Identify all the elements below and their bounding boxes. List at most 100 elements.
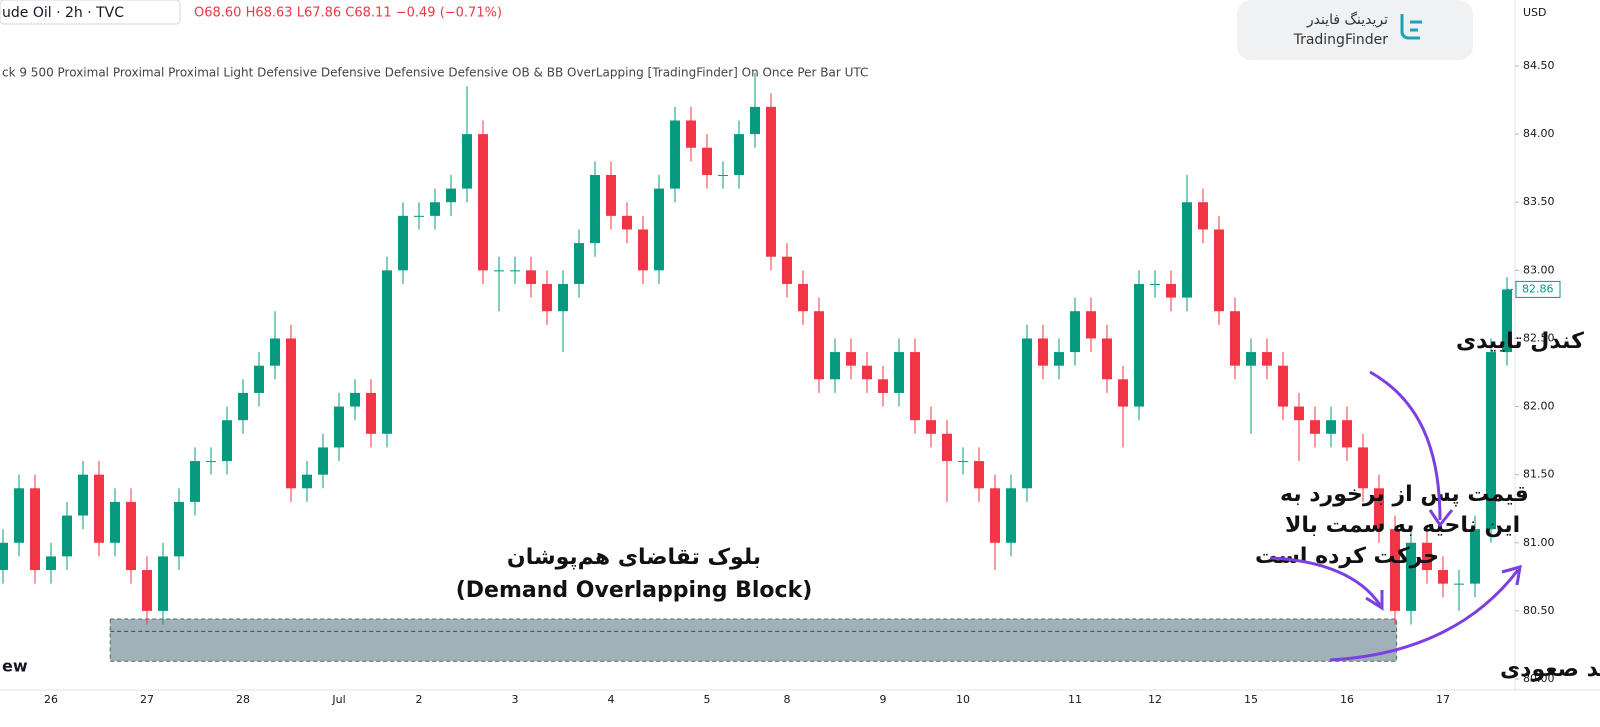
candle-body	[526, 270, 536, 284]
candle-body	[782, 256, 792, 284]
candle-body	[910, 352, 920, 421]
candle-body	[430, 202, 440, 216]
x-tick-label: 17	[1436, 693, 1450, 706]
candle-body	[366, 392, 376, 434]
demand-zone	[109, 618, 1398, 662]
logo-icon	[1400, 14, 1422, 40]
candle-body	[158, 556, 168, 611]
candle-body	[1166, 283, 1176, 298]
candle-body	[478, 134, 488, 271]
candle-body	[318, 447, 328, 475]
arrow-head	[1501, 564, 1522, 586]
candle-body	[414, 215, 424, 217]
symbol-box[interactable]	[0, 0, 181, 25]
x-tick-label: 27	[140, 693, 154, 706]
last-price-box	[1515, 280, 1561, 298]
candle-body	[926, 420, 936, 434]
candle-body	[382, 270, 392, 434]
x-tick-label: 2	[416, 693, 423, 706]
candle-body	[1486, 352, 1496, 530]
y-tick-label: 81.50	[1523, 468, 1555, 481]
x-tick-label: 26	[44, 693, 58, 706]
candle-body	[62, 515, 72, 557]
candle-body	[1326, 420, 1336, 434]
candle-body	[974, 461, 984, 489]
candle-body	[1118, 379, 1128, 407]
candle-body	[78, 474, 88, 516]
arrow-head	[1365, 590, 1384, 611]
y-tick-label: 82.00	[1523, 400, 1555, 413]
candle-body	[622, 215, 632, 230]
candle-body	[542, 283, 552, 312]
arrow	[1269, 556, 1382, 606]
currency[interactable]: USD	[1523, 6, 1547, 19]
candle-body	[1454, 583, 1464, 585]
candle-body	[878, 379, 888, 393]
candle-body	[942, 433, 952, 462]
candle-body	[606, 174, 616, 216]
arrow	[1329, 569, 1520, 662]
candle-body	[1070, 311, 1080, 353]
x-tick-label: 11	[1068, 693, 1082, 706]
y-tick-label: 82.50	[1523, 331, 1555, 344]
annotation: روند صعودی	[1500, 657, 1600, 682]
candle-body	[894, 352, 904, 393]
x-tick-label: Jul	[331, 693, 345, 706]
annotation: این ناحیه به سمت بالا	[1285, 513, 1520, 538]
candle-body	[1134, 283, 1144, 407]
candle-body	[862, 365, 872, 380]
candle-body	[1374, 488, 1384, 530]
logo-fa: تریدینگ فایندر	[1306, 11, 1388, 28]
annotation: قیمت پس از برخورد به	[1280, 482, 1529, 507]
candle-body	[750, 106, 760, 135]
candle-body	[1278, 365, 1288, 407]
candle-body	[1230, 311, 1240, 366]
candle-body	[638, 229, 648, 271]
candle-body	[734, 134, 744, 175]
candle-body	[110, 501, 120, 543]
candle-body	[798, 283, 808, 312]
ohlc: O68.60 H68.63 L67.86 C68.11 −0.49 (−0.71…	[194, 6, 502, 21]
y-tick-label: 81.00	[1523, 536, 1555, 549]
x-tick-label: 8	[784, 693, 791, 706]
candle-body	[286, 338, 296, 489]
candle-body	[574, 243, 584, 284]
candle-body	[1310, 420, 1320, 434]
candle-body	[1406, 542, 1416, 611]
candle-body	[1438, 570, 1448, 584]
candle-body	[846, 352, 856, 366]
candle-body	[1246, 352, 1256, 366]
candle-body	[350, 392, 360, 407]
y-tick-label: 80.50	[1523, 604, 1555, 617]
candle-body	[142, 570, 152, 611]
candle-body	[702, 147, 712, 175]
candle-body	[558, 283, 568, 312]
logo-en: TradingFinder	[1293, 32, 1389, 48]
candle-body	[1038, 338, 1048, 366]
arrow-head	[1428, 509, 1454, 528]
arrows	[1269, 370, 1522, 662]
candle-body	[1006, 488, 1016, 543]
x-tick-label: 28	[236, 693, 250, 706]
candle-body	[0, 542, 8, 571]
candle-body	[1198, 202, 1208, 230]
candle-body	[1022, 338, 1032, 489]
y-tick-label: 84.50	[1523, 59, 1555, 72]
candle-body	[94, 474, 104, 543]
candle-body	[1086, 311, 1096, 339]
candle-body	[830, 352, 840, 380]
candle-body	[270, 338, 280, 366]
candle-body	[1150, 283, 1160, 285]
candle-body	[686, 120, 696, 148]
candle-body	[1294, 406, 1304, 421]
candle-body	[1390, 529, 1400, 611]
logo-box	[1237, 0, 1473, 60]
y-tick-label: 80.00	[1523, 672, 1555, 685]
y-tick-label: 83.00	[1523, 263, 1555, 276]
candle-body	[190, 461, 200, 502]
candle-body	[174, 501, 184, 557]
candle-body	[958, 461, 968, 463]
annotation: بلوک تقاضای هم‌پوشان	[507, 545, 761, 570]
